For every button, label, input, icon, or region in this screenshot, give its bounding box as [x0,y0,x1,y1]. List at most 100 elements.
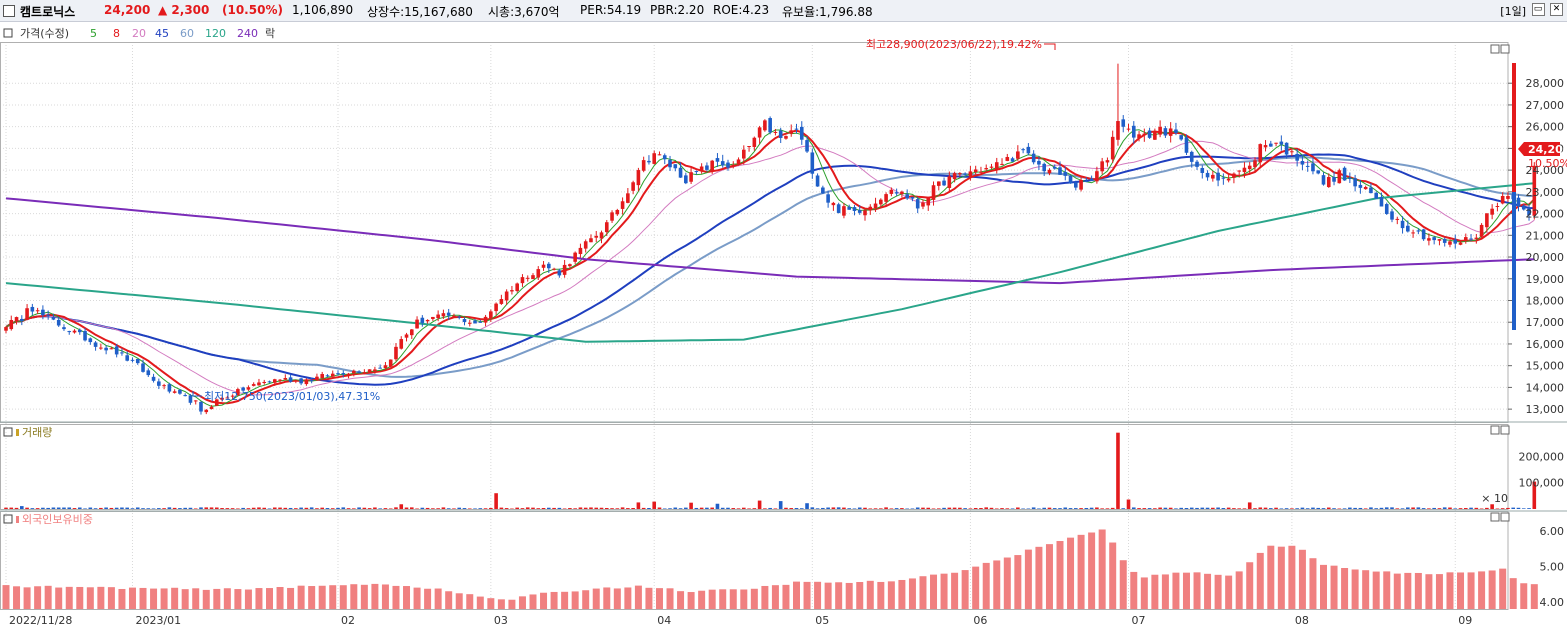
foreign-ratio-bar [171,587,179,609]
volume-bar [446,508,451,509]
candle-body [547,263,551,269]
candle-body [1047,169,1052,174]
legend-last[interactable]: 락 [265,27,275,40]
candle-body [805,140,809,152]
foreign-ratio-bar [497,599,505,609]
volume-bar [562,508,567,509]
panel-close-icon[interactable] [1500,44,1510,54]
volume-bar [931,508,936,509]
foreign-ratio-bar [381,584,389,609]
foreign-ratio-bar [1088,532,1096,609]
legend-ma45[interactable]: 45 [155,27,169,40]
candle-body [836,204,841,213]
volume-bar [172,507,177,509]
volume-bar [694,507,699,509]
candle-body [35,310,40,312]
legend-price[interactable]: 가격(수정) [20,27,69,40]
foreign-ratio-bar [308,586,316,609]
panel-maximize-icon[interactable] [1490,425,1500,435]
volume-bar [278,507,282,509]
volume-toggle-icon[interactable] [3,427,13,437]
volume-bar [1448,507,1452,509]
candle-body [1063,171,1068,176]
y-tick-label: 14,000 [1526,381,1565,394]
legend-ma5[interactable]: 5 [90,27,97,40]
candle-body [1258,144,1263,163]
roe-value: ROE:4.23 [713,3,770,17]
candle-body [341,373,346,375]
candle-body [763,120,767,131]
foreign-ratio-bar [634,585,642,609]
legend-ma240[interactable]: 240 [237,27,258,40]
candle-body [699,166,704,172]
volume-panel-title[interactable]: 거래량 [22,426,52,439]
candle-body [1311,163,1315,172]
foreign-ratio-bar [677,591,685,609]
foreign-ratio-bar [13,586,21,609]
high-annotation: 최고28,900(2023/06/22),19.42% [866,38,1042,51]
volume-bar [778,501,783,509]
candle-body [1395,218,1400,220]
volume-bar [915,507,920,509]
y-tick-label: 15,000 [1526,360,1565,373]
volume-bar [188,507,193,509]
candle-body [93,342,98,347]
volume-bar [1189,507,1194,509]
foreign-ratio-bar [392,585,400,609]
legend-ma60[interactable]: 60 [180,27,194,40]
volume-bar [747,508,751,509]
candle-body [525,277,530,279]
candle-body [705,165,709,170]
candle-body [852,207,857,211]
volume-bar [1311,507,1315,509]
panel-close-icon[interactable] [1500,425,1510,435]
volume-bar [515,507,519,509]
candle-body [1353,178,1357,187]
volume-bar [299,507,303,509]
select-checkbox[interactable] [3,5,15,17]
y-tick-label: 20,000 [1526,251,1565,264]
candle-body [1052,166,1057,169]
legend-ma120[interactable]: 120 [205,27,226,40]
foreign-panel-title[interactable]: 외국인보유비중 [22,513,93,526]
panel-maximize-icon[interactable] [1490,512,1500,522]
candle-body [1153,131,1157,140]
legend-toggle-icon[interactable] [3,28,13,38]
volume-bar [241,507,245,509]
candle-body [1500,195,1505,204]
candle-body [209,406,214,410]
stock-name[interactable]: 캠트로닉스 [20,5,76,19]
volume-bar [657,507,662,509]
panel-close-icon[interactable] [1500,512,1510,522]
foreign-ratio-bar [645,587,653,609]
candle-body [742,149,746,159]
candle-body [536,269,541,278]
foreign-toggle-icon[interactable] [3,514,13,524]
period-selector[interactable]: [1일] [1500,5,1526,18]
close-icon[interactable]: ✕ [1550,3,1563,16]
volume-bar [599,507,604,509]
low-marker-arrow [192,391,202,397]
minimize-icon[interactable]: ▭ [1531,3,1545,16]
foreign-ratio-bar [466,594,474,609]
candle-body [251,384,256,386]
y-tick-label: 19,000 [1526,273,1565,286]
foreign-ratio-bar [318,585,326,609]
candle-body [931,185,936,200]
candle-body [157,381,161,386]
legend-ma20[interactable]: 20 [132,27,146,40]
volume-panel-frame [0,424,1509,510]
volume-bar [1079,508,1083,509]
volume-bar [325,508,330,509]
candle-body [67,331,72,333]
volume-bar [942,507,946,509]
foreign-ratio-bar [1277,546,1285,609]
candle-body [1158,126,1162,135]
volume-bar [25,507,29,509]
panel-maximize-icon[interactable] [1490,44,1500,54]
legend-ma8[interactable]: 8 [113,27,120,40]
volume-bar [14,507,19,509]
volume-bar [1274,507,1278,509]
candle-body [1110,136,1115,160]
volume-bar [1095,507,1099,509]
